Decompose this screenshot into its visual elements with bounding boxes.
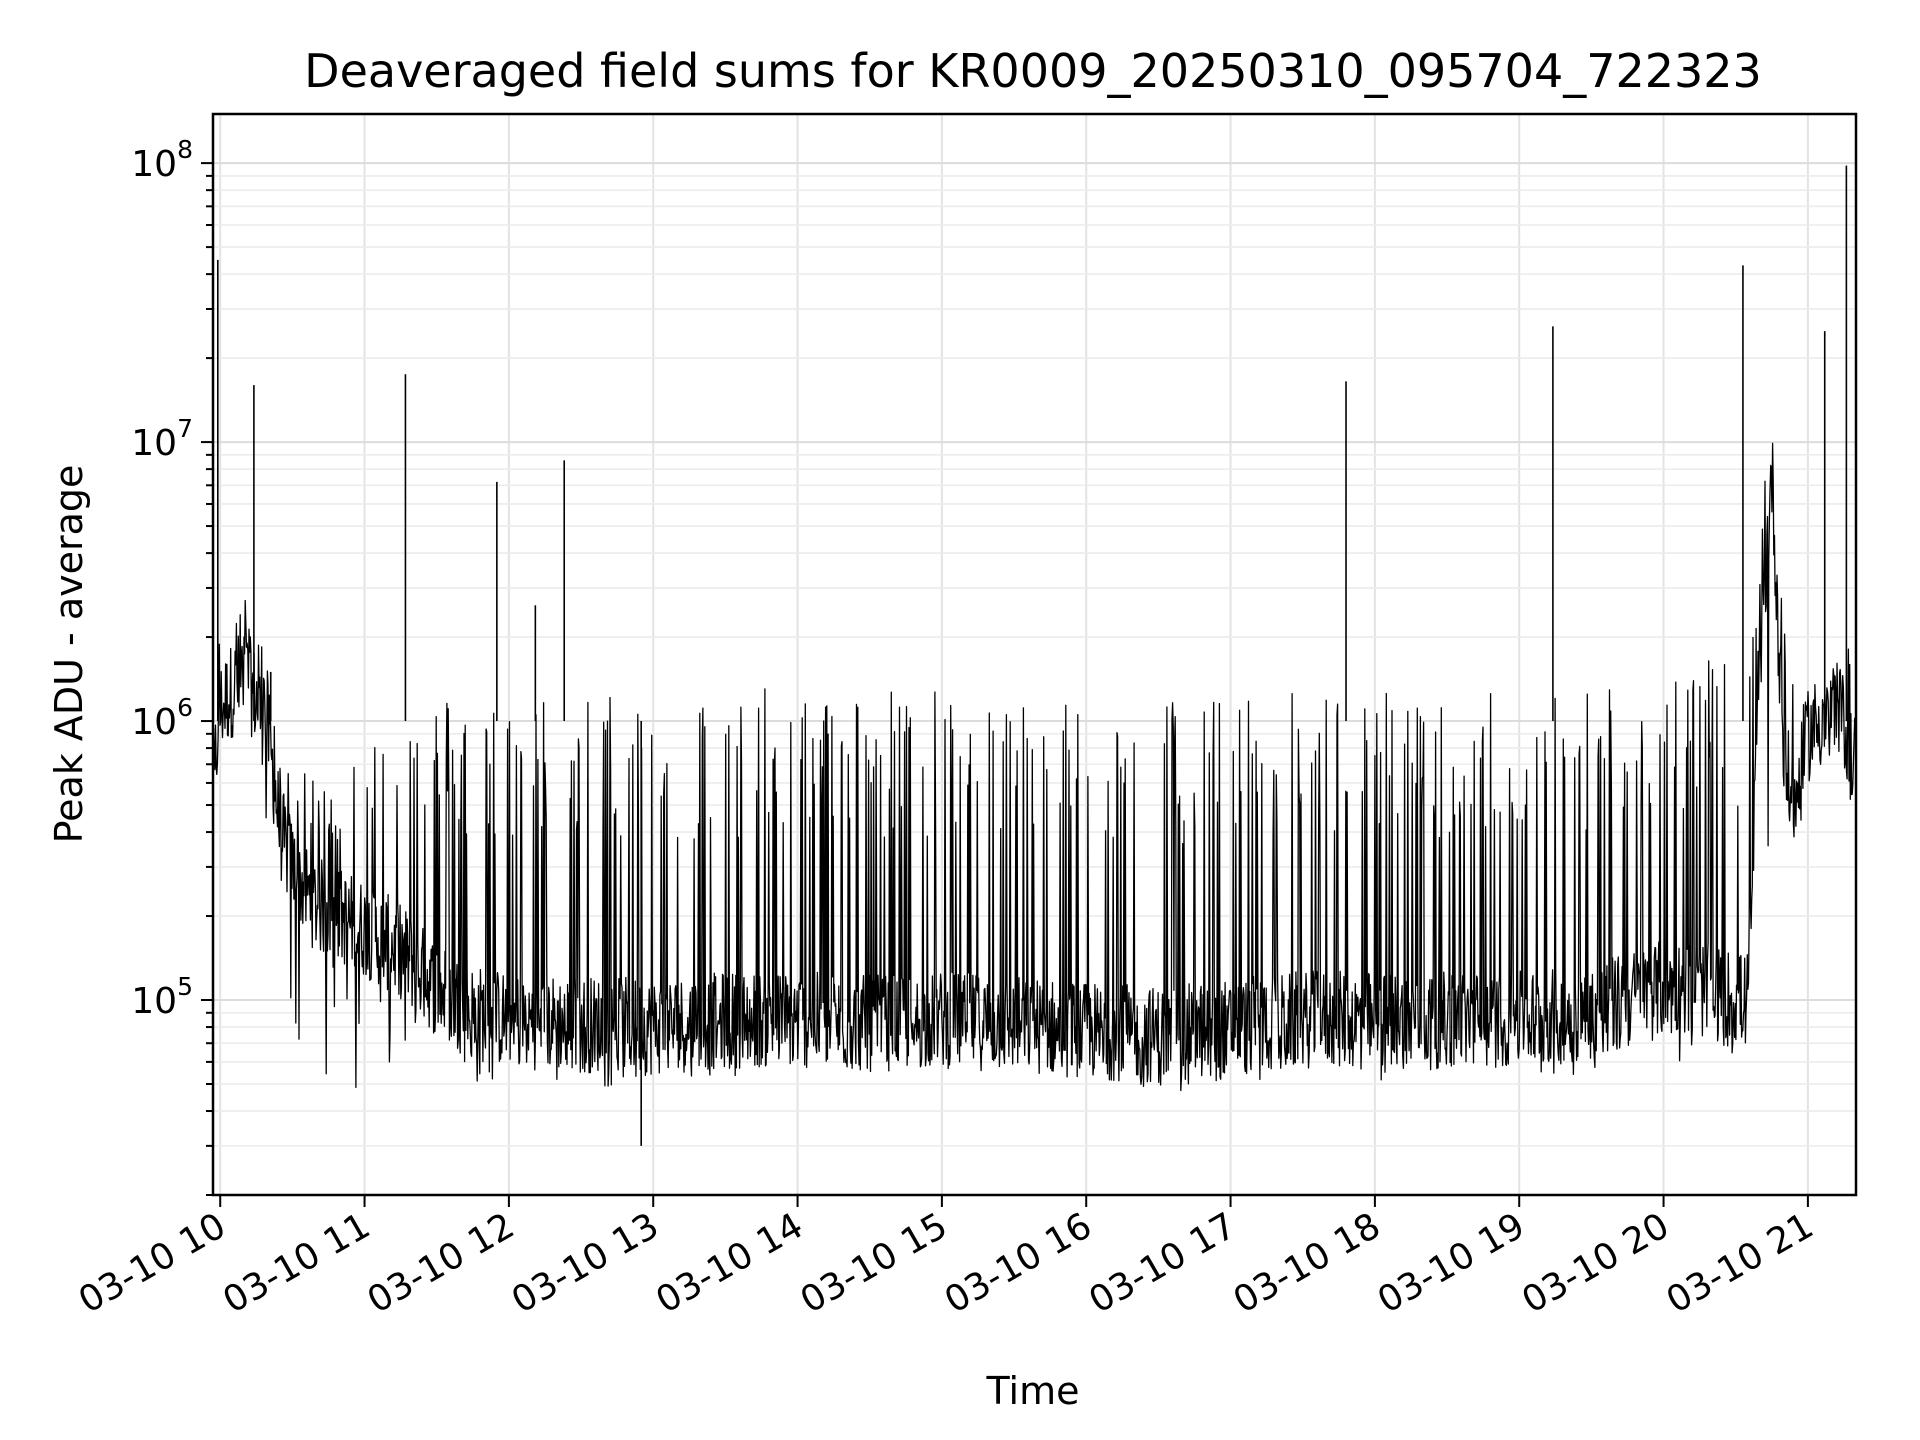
series-path [212,442,1857,1092]
y-tick-label: 105 [131,972,193,1022]
x-axis-label: Time [986,1369,1080,1413]
spikes [217,165,1848,1146]
y-axis-label: Peak ADU - average [47,465,91,844]
y-tick-label: 108 [131,135,193,185]
chart-title: Deaveraged field sums for KR0009_2025031… [304,44,1762,98]
y-axis: 105 106 107 108 [131,135,213,1196]
series-line [212,442,1857,1092]
y-tick-label: 106 [131,693,193,743]
plot-frame [211,112,1858,1197]
y-tick-label: 107 [131,414,193,464]
